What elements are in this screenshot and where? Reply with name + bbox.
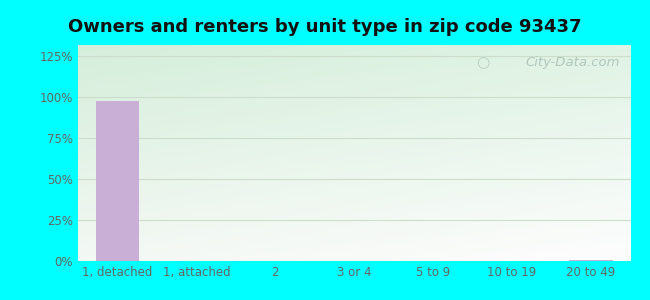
- Bar: [569, 260, 613, 261]
- Text: City-Data.com: City-Data.com: [525, 56, 619, 69]
- Text: ○: ○: [476, 55, 489, 70]
- Bar: [490, 260, 534, 261]
- Bar: [96, 101, 139, 261]
- Text: Owners and renters by unit type in zip code 93437: Owners and renters by unit type in zip c…: [68, 18, 582, 36]
